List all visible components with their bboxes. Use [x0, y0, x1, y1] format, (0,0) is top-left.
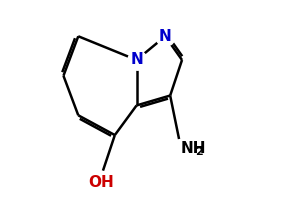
Text: N: N: [159, 29, 172, 44]
Text: N: N: [130, 53, 143, 67]
Text: OH: OH: [88, 175, 114, 190]
Text: 2: 2: [195, 147, 203, 157]
Text: NH: NH: [181, 141, 207, 156]
